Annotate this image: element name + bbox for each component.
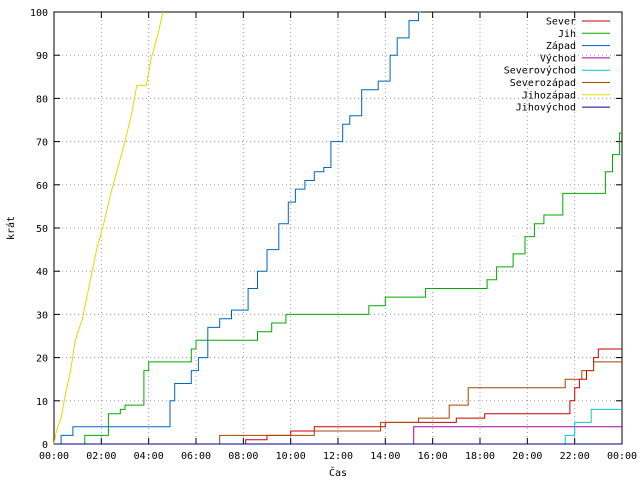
x-tick-label: 14:00 <box>370 451 400 462</box>
x-tick-label: 22:00 <box>560 451 590 462</box>
legend-label: Sever <box>546 17 576 28</box>
y-tick-label: 60 <box>36 181 48 192</box>
legend-label: Severozápad <box>510 77 576 89</box>
y-tick-label: 40 <box>36 267 48 278</box>
legend-label: Jihozápad <box>522 89 576 101</box>
series-line-2 <box>54 132 622 445</box>
y-axis-label: krát <box>5 216 17 240</box>
y-tick-label: 90 <box>36 51 48 62</box>
x-tick-label: 10:00 <box>276 451 306 462</box>
x-tick-label: 18:00 <box>465 451 495 462</box>
legend-label: Jihovýchod <box>516 102 576 114</box>
legend-label: Severovýchod <box>504 65 576 77</box>
y-axis-ticks: 0 10 20 30 40 50 60 70 80 90 100 <box>30 8 622 451</box>
x-axis-label: Čas <box>329 466 347 479</box>
series-lines <box>53 11 622 445</box>
x-tick-label: 00:00 <box>39 451 69 462</box>
y-tick-label: 80 <box>36 94 48 105</box>
x-tick-label: 04:00 <box>134 451 164 462</box>
legend: SeverJihZápadVýchodSeverovýchodSeverozáp… <box>504 17 610 114</box>
y-tick-label: 50 <box>36 224 48 235</box>
y-tick-label: 70 <box>36 138 48 149</box>
series-line-5 <box>54 408 622 445</box>
y-tick-label: 10 <box>36 397 48 408</box>
x-tick-label: 00:00 <box>607 451 637 462</box>
x-tick-label: 20:00 <box>512 451 542 462</box>
x-tick-label: 06:00 <box>181 451 211 462</box>
legend-label: Jih <box>558 29 576 40</box>
y-tick-label: 30 <box>36 310 48 321</box>
x-tick-label: 16:00 <box>418 451 448 462</box>
x-tick-label: 02:00 <box>86 451 116 462</box>
x-axis-ticks: 00:00 02:00 04:00 06:00 08:00 10:00 12:00 14:00… <box>39 12 637 462</box>
grid <box>54 12 622 444</box>
series-line-3 <box>54 11 421 445</box>
y-tick-label: 0 <box>42 440 48 451</box>
x-tick-label: 08:00 <box>228 451 258 462</box>
series-line-7 <box>53 11 164 445</box>
y-tick-label: 100 <box>30 8 48 19</box>
legend-label: Západ <box>546 40 576 52</box>
x-tick-label: 12:00 <box>323 451 353 462</box>
y-tick-label: 20 <box>36 354 48 365</box>
legend-label: Východ <box>540 52 576 64</box>
series-line-6 <box>54 361 622 445</box>
